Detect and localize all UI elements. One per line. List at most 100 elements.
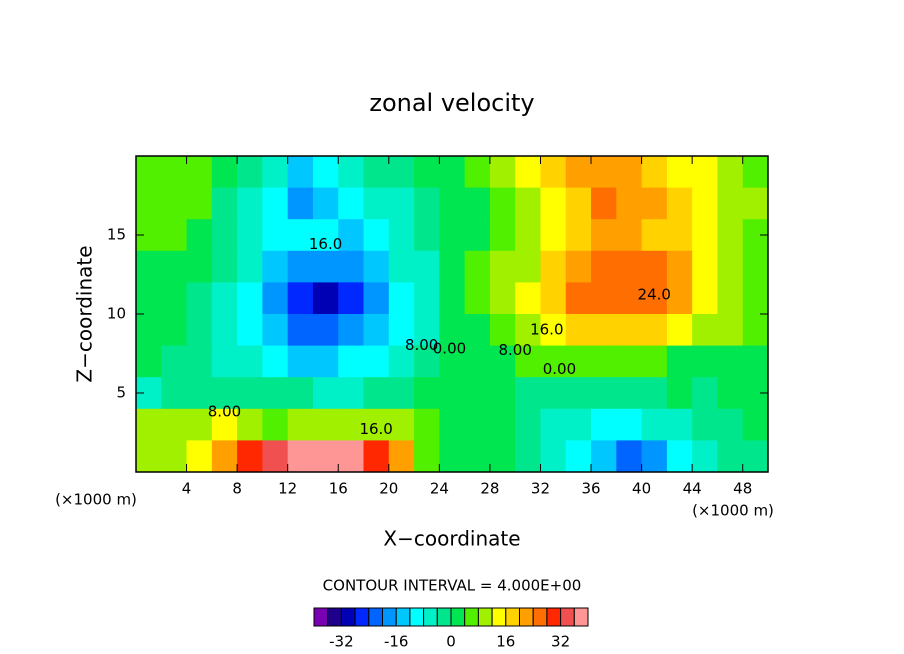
contour-cell xyxy=(237,408,263,441)
contour-cell xyxy=(287,250,314,283)
contour-cell xyxy=(262,250,289,283)
contour-cell xyxy=(211,250,238,283)
contour-cell xyxy=(515,187,541,220)
contour-cell xyxy=(464,219,491,252)
contour-cell xyxy=(439,219,466,252)
contour-cell xyxy=(515,282,541,315)
contour-cell xyxy=(287,408,314,441)
colorbar-box xyxy=(532,607,548,627)
contour-cell xyxy=(641,250,668,283)
contour-cell xyxy=(717,345,744,378)
colorbar-box xyxy=(560,607,575,627)
contour-cell xyxy=(666,314,693,347)
contour-cell xyxy=(262,219,289,252)
contour-cell xyxy=(363,250,390,283)
contour-cell xyxy=(464,314,491,347)
colorbar-box xyxy=(477,607,493,627)
contour-cell xyxy=(136,250,162,283)
contour-cell xyxy=(363,219,390,252)
contour-cell xyxy=(211,282,238,315)
contour-cell xyxy=(287,345,314,378)
contour-cell xyxy=(641,156,668,189)
contour-label: 0.00 xyxy=(433,339,466,357)
contour-cell xyxy=(565,282,592,315)
contour-cell xyxy=(591,282,617,315)
contour-cell xyxy=(262,314,289,347)
contour-cell xyxy=(136,314,162,347)
contour-cell xyxy=(464,345,491,378)
x-tick-label: 48 xyxy=(733,480,752,498)
contour-label: 8.00 xyxy=(498,341,531,359)
contour-cell xyxy=(186,440,213,473)
contour-cell xyxy=(666,219,693,252)
contour-cell xyxy=(565,377,592,410)
contour-label: 16.0 xyxy=(359,420,392,438)
contour-cell xyxy=(616,314,643,347)
contour-cell xyxy=(338,314,365,347)
contour-cell xyxy=(464,250,491,283)
contour-cell xyxy=(414,282,440,315)
contour-cell xyxy=(641,345,668,378)
contour-cell xyxy=(717,314,744,347)
contour-cell xyxy=(489,156,516,189)
contour-cell xyxy=(591,345,617,378)
contour-cell xyxy=(211,408,238,441)
contour-cell xyxy=(641,440,668,473)
contour-cell xyxy=(363,408,390,441)
contour-cell xyxy=(211,314,238,347)
contour-cell xyxy=(161,156,188,189)
contour-cell xyxy=(136,156,162,189)
contour-cell xyxy=(464,282,491,315)
contour-cell xyxy=(692,282,718,315)
contour-cell xyxy=(717,250,744,283)
contour-cell xyxy=(363,314,390,347)
contour-cell xyxy=(312,440,339,473)
contour-cell xyxy=(161,377,188,410)
contour-cell xyxy=(515,314,541,347)
contour-cell xyxy=(742,156,769,189)
contour-cell xyxy=(312,377,339,410)
contour-cell xyxy=(515,250,541,283)
contour-cell xyxy=(489,377,516,410)
x-tick-label: 8 xyxy=(232,480,242,498)
contour-cell xyxy=(388,156,415,189)
contour-cell xyxy=(692,156,718,189)
contour-cell xyxy=(692,314,718,347)
contour-cell xyxy=(363,345,390,378)
contour-cell xyxy=(338,250,365,283)
contour-cell xyxy=(414,440,440,473)
contour-cell xyxy=(237,219,263,252)
contour-cell xyxy=(591,187,617,220)
contour-cell xyxy=(641,377,668,410)
contour-cell xyxy=(414,250,440,283)
contour-cell xyxy=(565,219,592,252)
contour-cell xyxy=(161,282,188,315)
contour-cell xyxy=(262,440,289,473)
colorbar-box xyxy=(491,607,507,627)
contour-cell xyxy=(186,250,213,283)
contour-cell xyxy=(136,408,162,441)
contour-cell xyxy=(464,408,491,441)
contour-cell xyxy=(161,314,188,347)
contour-cell xyxy=(489,408,516,441)
contour-cell xyxy=(439,377,466,410)
contour-cell xyxy=(161,408,188,441)
contour-cell xyxy=(540,345,567,378)
contour-cell xyxy=(692,440,718,473)
contour-cell xyxy=(515,408,541,441)
contour-cell xyxy=(489,250,516,283)
contour-cell xyxy=(666,408,693,441)
contour-cell xyxy=(161,187,188,220)
contour-cell xyxy=(692,187,718,220)
contour-cell xyxy=(186,377,213,410)
colorbar-box xyxy=(464,607,479,627)
contour-cell xyxy=(540,408,567,441)
contour-cell xyxy=(540,282,567,315)
contour-cell xyxy=(464,156,491,189)
x-tick-label: 40 xyxy=(632,480,651,498)
colorbar-box xyxy=(436,607,452,627)
y-unit: (×1000 m) xyxy=(55,491,137,509)
contour-cell xyxy=(666,440,693,473)
contour-cell xyxy=(565,440,592,473)
